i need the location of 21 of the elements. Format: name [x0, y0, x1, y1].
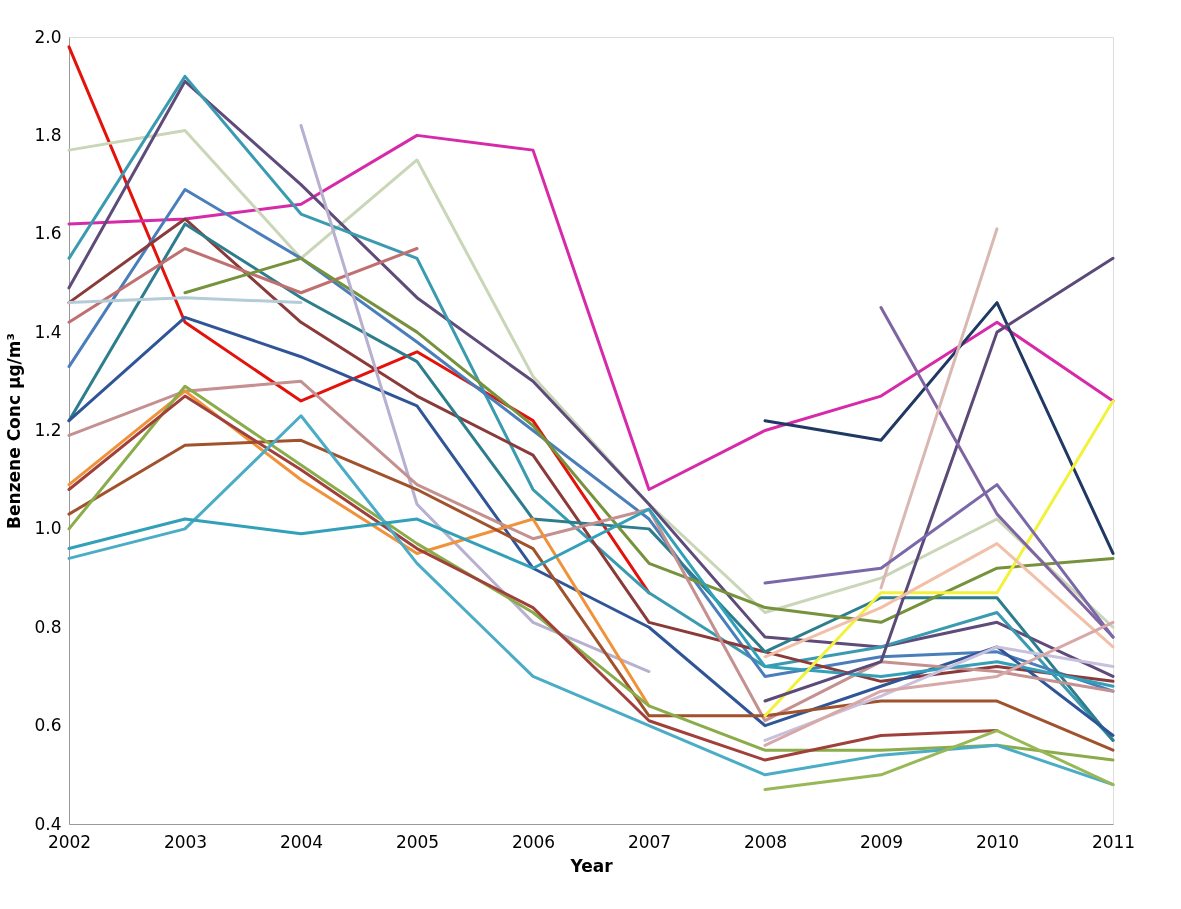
x-tick-label: 2003 — [163, 831, 208, 852]
x-tick-label: 2002 — [47, 831, 92, 852]
y-tick-label: 1.8 — [34, 124, 62, 145]
y-axis-title: Benzene Conc µg/m³ — [4, 333, 25, 529]
x-axis-title: Year — [569, 855, 614, 876]
y-tick-label: 0.4 — [34, 813, 62, 834]
x-tick-label: 2007 — [627, 831, 672, 852]
y-tick-label: 0.8 — [34, 616, 62, 637]
x-tick-label: 2005 — [395, 831, 440, 852]
x-tick-label: 2004 — [279, 831, 324, 852]
y-tick-label: 1.0 — [34, 518, 62, 539]
y-tick-label: 1.6 — [34, 223, 62, 244]
x-tick-label: 2011 — [1091, 831, 1136, 852]
x-tick-label: 2009 — [859, 831, 904, 852]
x-tick-label: 2008 — [743, 831, 788, 852]
y-tick-label: 1.4 — [34, 321, 62, 342]
y-tick-label: 2.0 — [34, 26, 62, 47]
x-tick-label: 2010 — [975, 831, 1020, 852]
y-tick-label: 1.2 — [34, 420, 62, 440]
y-tick-label: 0.6 — [34, 715, 62, 736]
x-tick-label: 2006 — [511, 831, 556, 852]
